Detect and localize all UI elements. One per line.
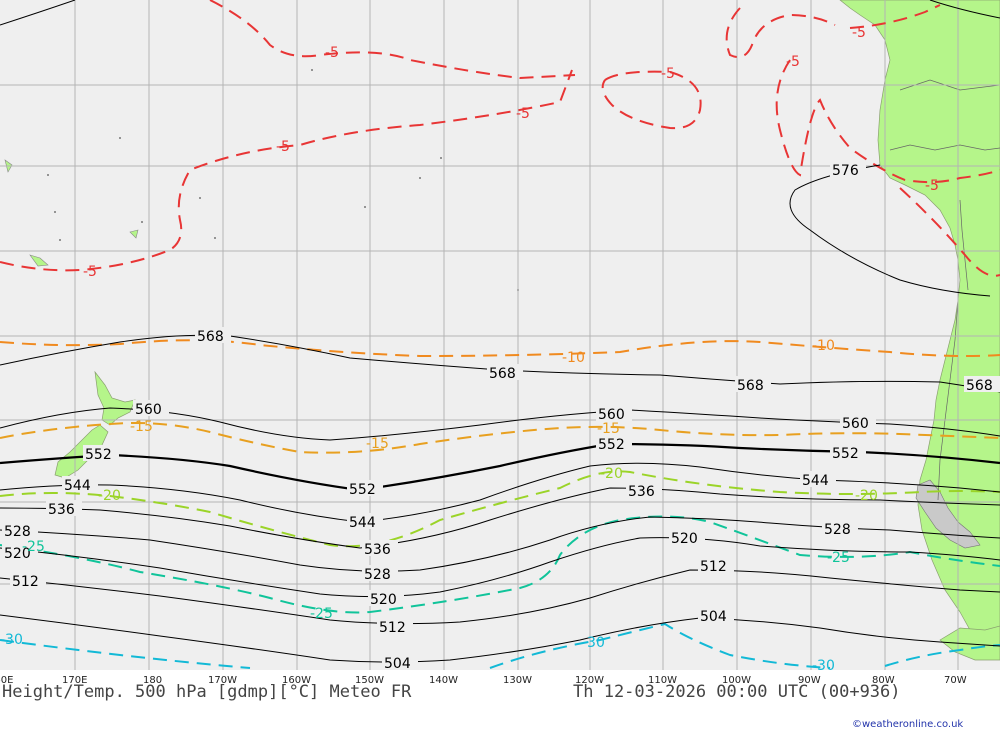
height-label: 560 bbox=[598, 407, 625, 423]
contour-544 bbox=[0, 462, 1000, 523]
isotherm-minus5-east bbox=[725, 4, 941, 58]
height-label: 536 bbox=[48, 502, 75, 518]
lon-label: 160W bbox=[282, 675, 311, 686]
map-valid-time: Th 12-03-2026 00:00 UTC (00+936) bbox=[573, 682, 901, 702]
height-label: 560 bbox=[135, 402, 162, 418]
contour-552 bbox=[0, 442, 1000, 492]
temp-label: -20 bbox=[855, 488, 878, 504]
temp-label: -5 bbox=[325, 45, 339, 61]
lon-label: 170E bbox=[62, 675, 87, 686]
temp-label: -15 bbox=[366, 436, 389, 452]
temp-label: -20 bbox=[98, 488, 121, 504]
height-label: 520 bbox=[671, 531, 698, 547]
temp-label: -10 bbox=[812, 338, 835, 354]
temp-label: -5 bbox=[852, 25, 866, 41]
contour-576-b bbox=[929, 0, 1000, 19]
temp-label: -30 bbox=[0, 632, 23, 648]
height-label: 536 bbox=[364, 542, 391, 558]
temp-label: -15 bbox=[130, 419, 153, 435]
lon-label: 150W bbox=[355, 675, 384, 686]
isotherm-minus5-coast bbox=[775, 59, 1000, 277]
contour-512 bbox=[0, 569, 1000, 625]
lon-label: 160E bbox=[0, 675, 13, 686]
height-label: 528 bbox=[824, 522, 851, 538]
temp-label: -5 bbox=[276, 139, 290, 155]
lon-label: 110W bbox=[648, 675, 677, 686]
height-label: 568 bbox=[966, 378, 993, 394]
lon-label: 120W bbox=[575, 675, 604, 686]
lon-label: 100W bbox=[722, 675, 751, 686]
height-label: 504 bbox=[384, 656, 411, 672]
new-zealand-north-island bbox=[94, 370, 136, 426]
lon-label: 130W bbox=[503, 675, 532, 686]
height-label: 552 bbox=[85, 447, 112, 463]
temp-label: -25 bbox=[310, 606, 333, 622]
temp-label: -5 bbox=[925, 178, 939, 194]
height-label: 568 bbox=[489, 366, 516, 382]
lon-label: 80W bbox=[872, 675, 895, 686]
contour-520 bbox=[0, 537, 1000, 598]
height-label: 512 bbox=[379, 620, 406, 636]
height-label: 552 bbox=[349, 482, 376, 498]
height-label: 560 bbox=[842, 416, 869, 432]
isotherm-minus10 bbox=[0, 339, 1000, 358]
temp-label: -15 bbox=[597, 421, 620, 437]
temperature-labels: -5 -5 -5 -5 -5 -5 -5 -5 -10 -10 -15 -15 … bbox=[0, 25, 939, 674]
temp-label: -30 bbox=[582, 635, 605, 651]
temp-label: -30 bbox=[812, 658, 835, 674]
temp-label: -5 bbox=[786, 54, 800, 70]
lon-label: 180 bbox=[143, 675, 162, 686]
temp-label: -5 bbox=[661, 66, 675, 82]
temp-label: -20 bbox=[600, 466, 623, 482]
contour-576-c bbox=[789, 164, 991, 297]
height-label: 552 bbox=[832, 446, 859, 462]
temp-label: -5 bbox=[516, 106, 530, 122]
height-label: 568 bbox=[737, 378, 764, 394]
isotherm-minus20 bbox=[0, 470, 1000, 548]
map-title: Height/Temp. 500 hPa [gdmp][°C] Meteo FR bbox=[2, 682, 412, 702]
height-label: 512 bbox=[12, 574, 39, 590]
isotherm-minus5-west bbox=[209, 0, 576, 80]
ocean-background bbox=[0, 0, 1000, 670]
isotherm-minus5-central bbox=[0, 69, 573, 272]
lat-lon-grid bbox=[0, 0, 1000, 670]
height-label: 528 bbox=[4, 524, 31, 540]
longitude-labels: 160E 170E 180 170W 160W 150W 140W 130W 1… bbox=[0, 675, 967, 686]
height-label: 544 bbox=[802, 473, 829, 489]
isotherms bbox=[0, 0, 1000, 669]
height-label: 576 bbox=[832, 163, 859, 179]
credit-link[interactable]: ©weatheronline.co.uk bbox=[852, 719, 963, 730]
height-label: 536 bbox=[628, 484, 655, 500]
lon-label: 170W bbox=[208, 675, 237, 686]
temp-label: -25 bbox=[827, 550, 850, 566]
lon-label: 90W bbox=[798, 675, 821, 686]
height-contours bbox=[0, 0, 1000, 663]
isotherm-minus25 bbox=[0, 515, 1000, 614]
isotherm-minus15 bbox=[0, 422, 1000, 454]
temp-label: -5 bbox=[83, 264, 97, 280]
height-label: 528 bbox=[364, 567, 391, 583]
height-label: 520 bbox=[4, 546, 31, 562]
contour-576-a bbox=[0, 0, 76, 26]
isotherm-minus5-loop bbox=[601, 70, 702, 130]
isotherm-minus30 bbox=[0, 622, 1000, 669]
new-zealand-south-island bbox=[54, 424, 109, 479]
height-label: 544 bbox=[64, 478, 91, 494]
contour-536 bbox=[0, 487, 1000, 549]
lon-label: 70W bbox=[944, 675, 967, 686]
height-label: 504 bbox=[700, 609, 727, 625]
height-labels: 576 568 568 568 568 560 560 560 552 552 … bbox=[2, 161, 1000, 672]
height-label: 512 bbox=[700, 559, 727, 575]
temp-label: -25 bbox=[22, 539, 45, 555]
lon-label: 140W bbox=[429, 675, 458, 686]
temp-label: -10 bbox=[562, 350, 585, 366]
height-label: 544 bbox=[349, 515, 376, 531]
contour-504 bbox=[0, 614, 1000, 663]
height-label: 568 bbox=[197, 329, 224, 345]
height-label: 520 bbox=[370, 592, 397, 608]
height-label: 552 bbox=[598, 437, 625, 453]
